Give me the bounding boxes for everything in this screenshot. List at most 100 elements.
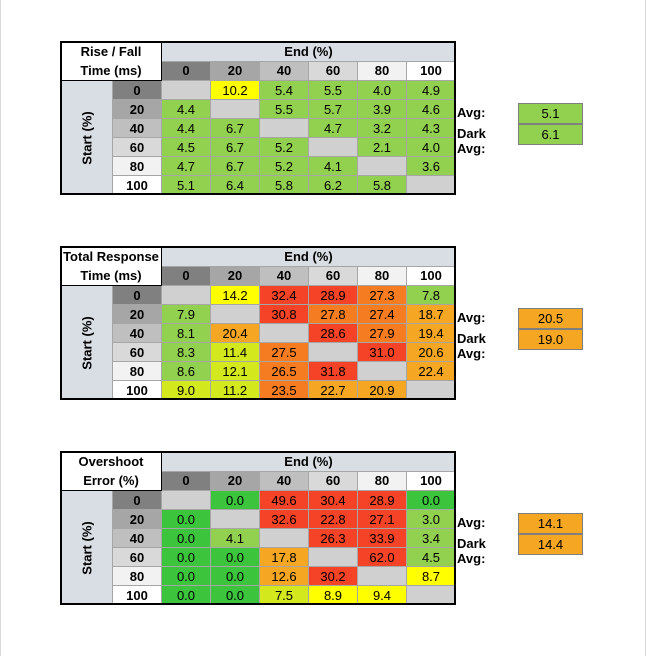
value-cell xyxy=(308,137,358,157)
table-title-line2: Time (ms) xyxy=(60,61,162,81)
value-cell: 10.2 xyxy=(210,80,260,100)
avg-value: 5.1 xyxy=(518,103,583,124)
value-cell xyxy=(259,323,309,343)
value-cell xyxy=(308,547,358,567)
value-cell: 0.0 xyxy=(406,490,456,510)
value-cell: 4.9 xyxy=(406,80,456,100)
value-cell: 6.7 xyxy=(210,118,260,138)
value-cell: 11.2 xyxy=(210,380,260,400)
value-cell: 30.8 xyxy=(259,304,309,324)
value-cell: 8.7 xyxy=(406,566,456,586)
value-cell: 3.2 xyxy=(357,118,407,138)
value-cell: 11.4 xyxy=(210,342,260,362)
value-cell: 32.4 xyxy=(259,285,309,305)
row-header: 0 xyxy=(112,490,162,510)
column-header: 0 xyxy=(161,470,211,491)
value-cell xyxy=(357,566,407,586)
value-cell xyxy=(161,490,211,510)
value-cell: 9.0 xyxy=(161,380,211,400)
value-cell: 62.0 xyxy=(357,547,407,567)
row-header: 20 xyxy=(112,509,162,529)
value-cell: 27.1 xyxy=(357,509,407,529)
column-header: 40 xyxy=(259,470,309,491)
value-cell xyxy=(259,528,309,548)
value-cell xyxy=(259,118,309,138)
value-cell: 8.3 xyxy=(161,342,211,362)
dark-avg-label: Dark Avg: xyxy=(457,126,486,156)
value-cell: 3.4 xyxy=(406,528,456,548)
value-cell xyxy=(357,361,407,381)
value-cell: 32.6 xyxy=(259,509,309,529)
value-cell xyxy=(357,156,407,176)
value-cell: 27.4 xyxy=(357,304,407,324)
column-header: 100 xyxy=(406,470,456,491)
value-cell: 0.0 xyxy=(210,547,260,567)
end-axis-label: End (%) xyxy=(161,41,456,62)
table-block: Overshoot End (%) Error (%) 0 20 40 60 80 100 Sta… xyxy=(60,451,640,616)
value-cell: 5.2 xyxy=(259,156,309,176)
dark-avg-value: 14.4 xyxy=(518,534,583,555)
value-cell: 5.2 xyxy=(259,137,309,157)
row-header: 40 xyxy=(112,528,162,548)
avg-label: Avg: xyxy=(457,515,486,530)
value-cell: 0.0 xyxy=(210,566,260,586)
value-cell: 5.4 xyxy=(259,80,309,100)
avg-value: 20.5 xyxy=(518,308,583,329)
value-cell: 3.6 xyxy=(406,156,456,176)
value-cell: 4.1 xyxy=(308,156,358,176)
end-axis-label: End (%) xyxy=(161,451,456,472)
column-header: 60 xyxy=(308,60,358,81)
dark-avg-value: 6.1 xyxy=(518,124,583,145)
value-cell: 5.5 xyxy=(308,80,358,100)
value-cell: 6.7 xyxy=(210,137,260,157)
start-axis-text: Start (%) xyxy=(79,110,94,165)
row-header: 40 xyxy=(112,323,162,343)
column-header: 60 xyxy=(308,265,358,286)
value-cell: 22.8 xyxy=(308,509,358,529)
value-cell: 5.1 xyxy=(161,175,211,195)
value-cell xyxy=(161,80,211,100)
value-cell: 22.4 xyxy=(406,361,456,381)
row-header: 60 xyxy=(112,547,162,567)
value-cell: 5.8 xyxy=(357,175,407,195)
value-cell: 12.1 xyxy=(210,361,260,381)
value-cell: 27.5 xyxy=(259,342,309,362)
value-cell xyxy=(210,304,260,324)
value-cell: 6.2 xyxy=(308,175,358,195)
value-cell: 18.7 xyxy=(406,304,456,324)
row-header: 60 xyxy=(112,342,162,362)
value-cell: 8.1 xyxy=(161,323,211,343)
column-header: 0 xyxy=(161,265,211,286)
value-cell xyxy=(406,175,456,195)
value-cell: 6.7 xyxy=(210,156,260,176)
sheet-left-edge xyxy=(0,0,1,656)
value-cell: 5.7 xyxy=(308,99,358,119)
value-cell: 4.0 xyxy=(357,80,407,100)
value-cell: 4.7 xyxy=(161,156,211,176)
row-header: 80 xyxy=(112,156,162,176)
avg-value: 14.1 xyxy=(518,513,583,534)
start-axis-label: Start (%) xyxy=(60,80,113,195)
column-header: 80 xyxy=(357,265,407,286)
avg-label: Avg: xyxy=(457,310,486,325)
row-header: 0 xyxy=(112,285,162,305)
start-axis-label: Start (%) xyxy=(60,285,113,400)
end-axis-label: End (%) xyxy=(161,246,456,267)
value-cell: 6.4 xyxy=(210,175,260,195)
column-header: 80 xyxy=(357,60,407,81)
value-cell: 30.4 xyxy=(308,490,358,510)
value-cell: 27.3 xyxy=(357,285,407,305)
value-cell: 27.8 xyxy=(308,304,358,324)
value-cell: 28.9 xyxy=(308,285,358,305)
dark-avg-label: Dark Avg: xyxy=(457,536,486,566)
row-header: 80 xyxy=(112,361,162,381)
column-header: 20 xyxy=(210,265,260,286)
column-header: 80 xyxy=(357,470,407,491)
value-cell: 49.6 xyxy=(259,490,309,510)
table-block: Rise / Fall End (%) Time (ms) 0 20 40 60 80 100 S… xyxy=(60,41,640,206)
value-cell: 31.8 xyxy=(308,361,358,381)
value-cell xyxy=(161,285,211,305)
column-header: 20 xyxy=(210,470,260,491)
column-header: 60 xyxy=(308,470,358,491)
value-cell: 8.6 xyxy=(161,361,211,381)
